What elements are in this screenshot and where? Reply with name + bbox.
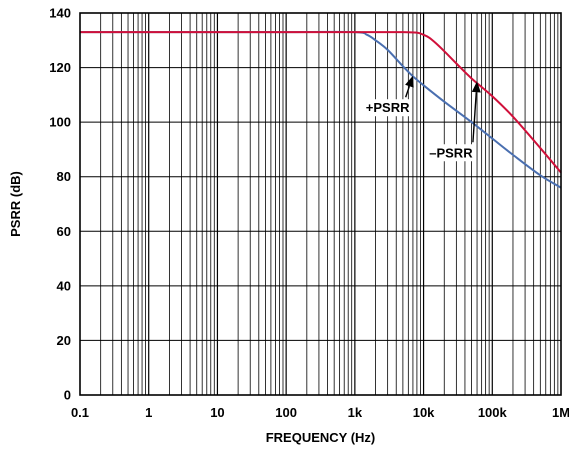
x-tick-label: 100 bbox=[275, 405, 297, 420]
plus-psrr-label: +PSRR bbox=[366, 100, 410, 115]
grid bbox=[80, 13, 561, 395]
x-tick-labels: 0.1 1 10 100 1k 10k 100k 1M bbox=[71, 405, 569, 420]
y-tick-label: 20 bbox=[57, 333, 71, 348]
y-tick-label: 60 bbox=[57, 224, 71, 239]
plus-psrr-label-bg bbox=[363, 99, 413, 117]
y-tick-label: 80 bbox=[57, 169, 71, 184]
x-tick-label: 10k bbox=[413, 405, 435, 420]
minus-psrr-label: –PSRR bbox=[429, 145, 473, 160]
x-tick-label: 1M bbox=[552, 405, 569, 420]
x-tick-label: 100k bbox=[478, 405, 508, 420]
x-axis-title: FREQUENCY (Hz) bbox=[266, 430, 376, 445]
y-tick-labels: 0 20 40 60 80 100 120 140 bbox=[49, 6, 71, 403]
minus-psrr-label-bg bbox=[426, 144, 476, 162]
series-lines bbox=[79, 30, 562, 189]
plot-frame bbox=[79, 12, 562, 396]
x-tick-label: 1k bbox=[348, 405, 363, 420]
minus-psrr-line bbox=[79, 31, 562, 174]
x-tick-label: 10 bbox=[210, 405, 224, 420]
plus-psrr-arrowhead bbox=[405, 75, 414, 88]
y-axis-title: PSRR (dB) bbox=[8, 171, 23, 237]
x-tick-label: 1 bbox=[145, 405, 152, 420]
annotations: +PSRR –PSRR bbox=[363, 75, 481, 162]
minus-psrr-arrow bbox=[472, 92, 477, 143]
y-tick-label: 140 bbox=[49, 6, 71, 21]
y-tick-label: 40 bbox=[57, 278, 71, 293]
minus-psrr-arrowhead bbox=[471, 81, 481, 93]
plus-psrr-arrow bbox=[404, 85, 411, 98]
y-tick-label: 100 bbox=[49, 115, 71, 130]
y-tick-label: 120 bbox=[49, 60, 71, 75]
y-tick-label: 0 bbox=[64, 388, 71, 403]
x-tick-label: 0.1 bbox=[71, 405, 89, 420]
